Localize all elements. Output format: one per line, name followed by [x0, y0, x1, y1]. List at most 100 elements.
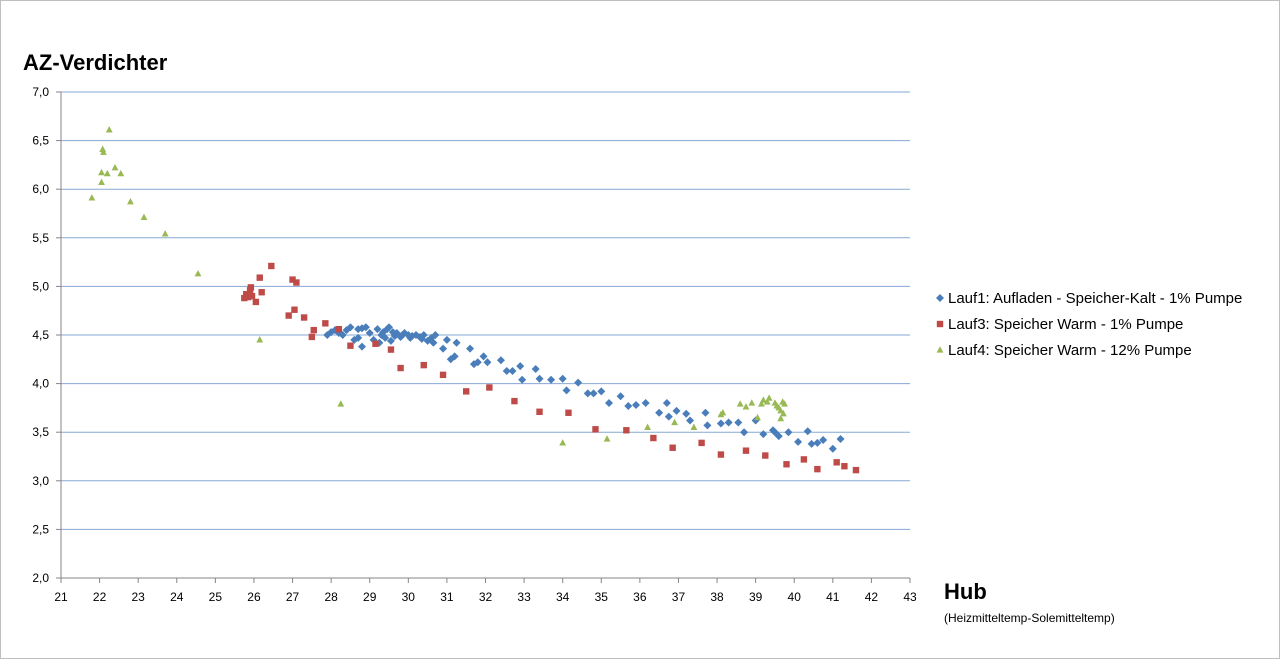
- data-point: [616, 392, 625, 401]
- x-tick-label: 28: [324, 590, 338, 604]
- data-point: [632, 400, 641, 409]
- y-tick-labels: 2,0 2,5 3,0 3,5 4,0 4,5 5,0 5,5 6,0 6,5 7,0: [32, 85, 61, 585]
- data-point: [111, 164, 119, 171]
- data-point: [347, 342, 354, 349]
- data-point: [346, 323, 355, 332]
- data-point: [535, 374, 544, 383]
- data-point: [419, 331, 428, 339]
- data-point: [536, 408, 543, 415]
- data-point: [98, 168, 105, 176]
- data-point: [852, 466, 860, 474]
- data-point: [565, 409, 572, 416]
- data-point: [783, 461, 790, 468]
- data-point: [650, 434, 657, 442]
- data-point: [698, 439, 705, 447]
- data-point: [100, 148, 107, 155]
- data-point: [291, 306, 298, 313]
- data-point: [662, 399, 671, 408]
- data-point: [828, 444, 837, 453]
- x-tick-label: 43: [903, 590, 917, 604]
- legend-marker-lauf4: [936, 346, 944, 353]
- y-tick-label: 3,0: [32, 474, 49, 488]
- data-point: [597, 387, 606, 396]
- data-point: [361, 323, 370, 332]
- data-point: [736, 400, 744, 407]
- x-tick-labels: 21 22 23 24 25 26 27 28 29 30 31 32 33 34 35 36 37 38 39 40…: [54, 578, 917, 604]
- x-axis-subtitle: (Heizmitteltemp-Solemitteltemp): [944, 611, 1115, 625]
- data-point: [807, 439, 816, 448]
- data-point: [777, 414, 785, 422]
- series-3: [88, 126, 788, 446]
- data-point: [836, 435, 845, 444]
- y-tick-label: 7,0: [32, 85, 49, 99]
- data-point: [758, 400, 765, 407]
- data-point: [285, 312, 292, 319]
- x-tick-label: 30: [402, 590, 416, 604]
- data-point: [473, 358, 482, 367]
- data-point: [558, 374, 567, 383]
- data-point: [623, 427, 630, 434]
- data-point: [794, 437, 803, 446]
- data-point: [777, 407, 785, 414]
- data-point: [386, 336, 395, 345]
- data-point: [701, 408, 710, 417]
- data-point: [98, 178, 105, 185]
- x-tick-label: 42: [865, 590, 879, 604]
- data-point: [247, 284, 255, 291]
- data-point: [335, 325, 343, 333]
- data-point: [734, 418, 743, 427]
- data-point: [644, 423, 651, 430]
- x-tick-label: 25: [209, 590, 223, 604]
- data-point: [781, 400, 788, 407]
- data-point: [466, 344, 475, 353]
- data-point: [337, 400, 345, 407]
- y-tick-label: 6,0: [32, 182, 49, 196]
- series-1: [323, 323, 845, 453]
- data-point: [759, 430, 768, 439]
- data-point: [268, 262, 275, 270]
- x-tick-label: 34: [556, 590, 570, 604]
- legend: Lauf1: Aufladen - Speicher-Kalt - 1% Pum…: [936, 290, 1242, 359]
- data-point: [716, 419, 725, 428]
- x-tick-label: 36: [633, 590, 647, 604]
- data-point: [140, 213, 148, 220]
- y-tick-label: 5,0: [32, 279, 49, 293]
- data-point: [308, 333, 316, 341]
- data-point: [502, 366, 511, 375]
- y-tick-label: 3,5: [32, 425, 49, 439]
- data-point: [562, 386, 571, 395]
- legend-item-lauf1: Lauf1: Aufladen - Speicher-Kalt - 1% Pum…: [936, 290, 1242, 307]
- data-point: [686, 416, 695, 425]
- data-point: [117, 169, 125, 177]
- data-point: [322, 320, 329, 327]
- data-point: [531, 365, 540, 374]
- data-point: [486, 384, 493, 391]
- x-tick-label: 22: [93, 590, 107, 604]
- x-tick-label: 24: [170, 590, 184, 604]
- data-point: [256, 336, 264, 343]
- data-point: [511, 397, 518, 405]
- data-point: [624, 401, 633, 410]
- data-point: [690, 423, 698, 430]
- data-point: [603, 435, 611, 442]
- y-tick-label: 4,0: [32, 377, 49, 391]
- data-point: [103, 169, 111, 177]
- data-point: [763, 398, 771, 405]
- data-point: [641, 399, 650, 408]
- data-point: [800, 456, 808, 463]
- data-point: [496, 356, 505, 365]
- data-point: [841, 463, 848, 470]
- legend-label-lauf3: Lauf3: Speicher Warm - 1% Pumpe: [948, 316, 1183, 333]
- legend-marker-lauf1: [936, 294, 944, 302]
- x-tick-label: 40: [788, 590, 802, 604]
- data-points: [88, 126, 860, 474]
- data-point: [161, 230, 169, 237]
- x-tick-label: 41: [826, 590, 840, 604]
- data-point: [479, 352, 488, 361]
- data-point: [450, 352, 459, 361]
- data-point: [719, 408, 727, 416]
- x-tick-label: 23: [132, 590, 146, 604]
- x-tick-label: 31: [440, 590, 454, 604]
- data-point: [819, 435, 828, 444]
